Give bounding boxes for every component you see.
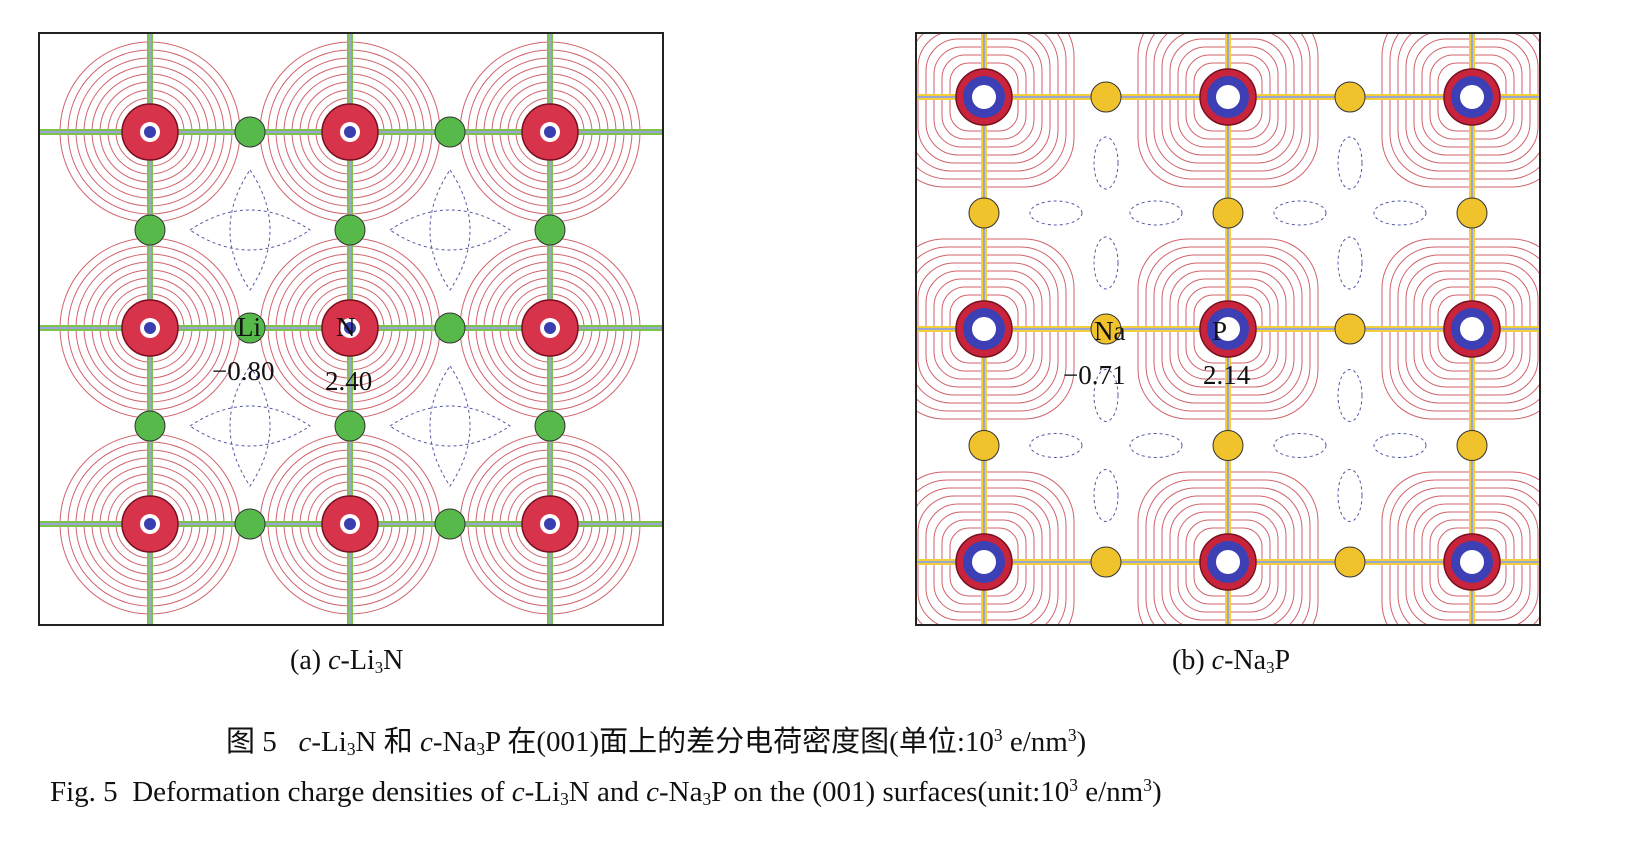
li-label: Li (237, 312, 261, 342)
center-atom-core (544, 518, 556, 530)
center-atom-core (144, 518, 156, 530)
bridge-atom (234, 312, 266, 344)
na-charge-value: −0.71 (1063, 360, 1126, 390)
center-atoms (121, 103, 579, 553)
negative-contour (1129, 200, 1183, 226)
p-charge-value: 2.14 (1203, 360, 1251, 390)
na-label: Na (1094, 316, 1126, 346)
negative-contour (1337, 469, 1363, 522)
center-atoms (955, 68, 1501, 591)
negative-contour (1093, 469, 1119, 522)
negative-contour (389, 209, 511, 251)
n-label: N (336, 312, 356, 342)
bridge-atom (234, 508, 266, 540)
negative-contour (229, 169, 271, 291)
center-atom-core (1460, 85, 1484, 109)
center-atom-core (144, 126, 156, 138)
charge-density-map-na3p (917, 34, 1539, 624)
subcaption-b: (b) c-Na3P (1172, 645, 1291, 677)
li-charge-value: −0.80 (212, 356, 275, 386)
negative-contour (1129, 433, 1183, 458)
bridge-atom (1090, 546, 1122, 578)
center-atom-core (1460, 550, 1484, 574)
center-atom-core (544, 126, 556, 138)
figure-caption-english: Fig. 5 Deformation charge densities of c… (50, 775, 1162, 809)
bridge-atom (534, 214, 566, 246)
bridge-atom (534, 410, 566, 442)
negative-contours (1029, 136, 1427, 522)
center-atom-core (544, 322, 556, 334)
negative-contour (1337, 136, 1363, 190)
center-atom-core (1460, 317, 1484, 341)
center-atom-core (972, 550, 996, 574)
bridge-atom (234, 116, 266, 148)
bridge-atom (1090, 81, 1122, 113)
negative-contour (1273, 433, 1327, 458)
negative-contour (1273, 200, 1327, 226)
negative-contour (1029, 200, 1083, 226)
center-atom-core (344, 126, 356, 138)
bridge-atom (1090, 313, 1122, 345)
negative-contour (189, 209, 311, 251)
negative-contour (1093, 236, 1119, 290)
negative-contour (1337, 369, 1363, 422)
negative-contour (1337, 236, 1363, 290)
negative-contour (229, 365, 271, 487)
negative-contour (429, 365, 471, 487)
center-atom-core (972, 317, 996, 341)
panel-a-li3n: Li N −0.80 2.40 (38, 32, 664, 626)
bridge-atom (1334, 313, 1366, 345)
bridge-atom (334, 410, 366, 442)
center-atom-core (344, 518, 356, 530)
center-atom-core (972, 85, 996, 109)
bridge-atoms (968, 81, 1488, 578)
negative-contours (189, 169, 511, 487)
negative-contour (1029, 433, 1083, 458)
bridge-atom (1456, 430, 1488, 461)
bridge-atom (434, 508, 466, 540)
bridge-atom (968, 197, 1000, 229)
subcaption-a: (a) c-Li3N (290, 645, 404, 677)
bridge-atoms (134, 116, 566, 540)
bridge-atom (134, 214, 166, 246)
bridge-atom (134, 410, 166, 442)
center-atom-core (1216, 550, 1240, 574)
center-atom-core (344, 322, 356, 334)
center-atom-core (1216, 317, 1240, 341)
charge-density-map-li3n (40, 34, 662, 624)
bridge-atom (1334, 546, 1366, 578)
negative-contour (1093, 136, 1119, 190)
negative-contour (429, 169, 471, 291)
bridge-atom (1212, 197, 1244, 229)
negative-contour (1373, 200, 1427, 226)
bridge-atom (968, 430, 1000, 461)
bridge-atom (1456, 197, 1488, 229)
negative-contour (389, 405, 511, 447)
p-label: P (1212, 316, 1228, 346)
bridge-atom (434, 116, 466, 148)
bridge-atom (434, 312, 466, 344)
bridge-atom (1212, 430, 1244, 461)
n-charge-value: 2.40 (325, 366, 373, 396)
negative-contour (1093, 369, 1119, 422)
negative-contour (1373, 433, 1427, 458)
figure-caption-chinese: 图 5 c-Li3N 和 c-Na3P 在(001)面上的差分电荷密度图(单位:… (226, 725, 1087, 759)
negative-contour (189, 405, 311, 447)
bridge-atom (334, 214, 366, 246)
center-atom-core (1216, 85, 1240, 109)
center-atom-core (144, 322, 156, 334)
panel-b-na3p: Na P −0.71 2.14 (915, 32, 1541, 626)
bridge-atom (1334, 81, 1366, 113)
